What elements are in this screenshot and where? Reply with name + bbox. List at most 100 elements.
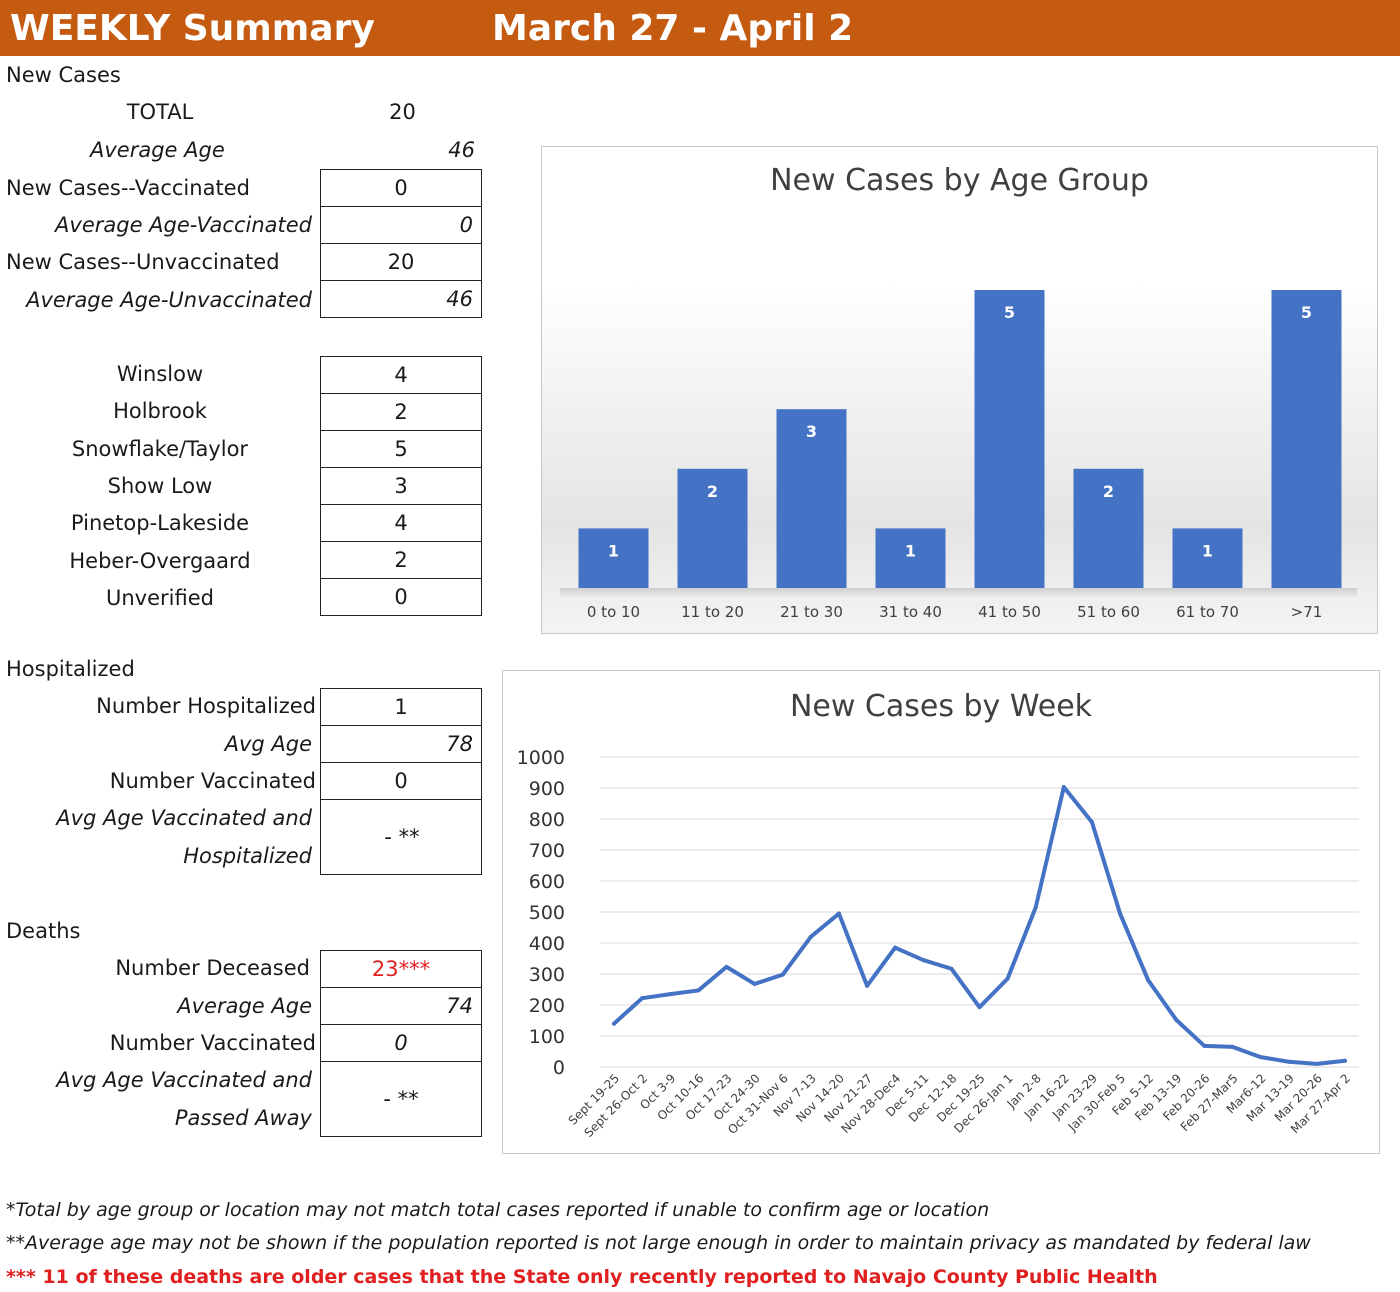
age-bar <box>875 528 946 588</box>
location-value-holbrook: 2 <box>321 394 481 431</box>
number-deceased-label: Number Deceased <box>115 956 310 980</box>
new-cases-unvaccinated-value: 20 <box>321 244 481 281</box>
new-cases-heading: New Cases <box>6 63 121 87</box>
weekly-cases-point <box>977 1005 982 1010</box>
hosp-avg-age-vaccinated-label: Avg Age Vaccinated and <box>56 806 312 830</box>
weekly-cases-point <box>1258 1055 1263 1060</box>
hosp-number-vaccinated-value: 0 <box>321 763 481 800</box>
total-value: 20 <box>389 100 416 124</box>
y-tick-label: 1000 <box>517 747 565 769</box>
avg-age-vaccinated-value: 0 <box>321 207 481 244</box>
new-cases-vaccination-table: 0 0 20 46 <box>320 169 482 318</box>
location-label-snowflake-taylor: Snowflake/Taylor <box>71 437 249 461</box>
deaths-avg-age-vaccinated-value: - ** <box>321 1062 481 1137</box>
location-label-show-low: Show Low <box>107 474 213 498</box>
y-tick-label: 800 <box>529 809 565 831</box>
avg-age-vaccinated-label: Average Age-Vaccinated <box>55 213 312 237</box>
hosp-number-vaccinated-label: Number Vaccinated <box>109 769 316 793</box>
weekly-cases-point <box>612 1021 617 1026</box>
deaths-number-vaccinated-label: Number Vaccinated <box>109 1031 316 1055</box>
age-group-chart-panel: New Cases by Age Group 1 0 to 10 2 11 to 20… <box>541 146 1378 634</box>
weekly-cases-series-line <box>612 785 1347 1066</box>
location-label-holbrook: Holbrook <box>113 399 207 423</box>
y-tick-label: 600 <box>529 871 565 893</box>
weekly-cases-point <box>640 996 645 1001</box>
hospitalized-table: 1 78 0 - ** <box>320 688 482 875</box>
total-label: TOTAL <box>126 100 194 124</box>
hosp-avg-age-label: Avg Age <box>224 732 312 756</box>
deaths-avg-age-label: Average Age <box>177 994 312 1018</box>
age-bar-data-label: 1 <box>905 541 916 560</box>
weekly-cases-point <box>865 983 870 988</box>
report-title: WEEKLY Summary <box>10 8 375 49</box>
age-bar-data-label: 2 <box>1103 482 1114 501</box>
weekly-cases-point <box>1230 1044 1235 1049</box>
age-bar <box>1271 290 1342 588</box>
hosp-avg-age-vaccinated-label-cont: Hospitalized <box>183 844 312 868</box>
report-date-range: March 27 - April 2 <box>492 8 854 49</box>
footnote-age-location: *Total by age group or location may not … <box>6 1199 990 1221</box>
deaths-avg-age-vaccinated-label: Avg Age Vaccinated and <box>56 1068 312 1092</box>
age-bar-data-label: 3 <box>806 422 817 441</box>
age-category-label: >71 <box>1291 603 1323 621</box>
deaths-table: 23*** 74 0 - ** <box>320 950 482 1137</box>
hosp-avg-age-vaccinated-value: - ** <box>321 800 481 875</box>
location-value-show-low: 3 <box>321 468 481 505</box>
location-value-unverified: 0 <box>321 579 481 616</box>
weekly-cases-point <box>752 981 757 986</box>
weekly-cases-point <box>696 988 701 993</box>
y-tick-label: 900 <box>529 778 565 800</box>
y-tick-label: 700 <box>529 840 565 862</box>
header-banner: WEEKLY Summary March 27 - April 2 <box>0 0 1400 56</box>
avg-age-unvaccinated-value: 46 <box>321 281 481 318</box>
weekly-cases-chart-title: New Cases by Week <box>789 689 1093 724</box>
age-bar-data-label: 5 <box>1301 303 1312 322</box>
y-tick-label: 200 <box>529 995 565 1017</box>
location-label-heber-overgaard: Heber-Overgaard <box>69 549 251 573</box>
weekly-cases-point <box>1118 911 1123 916</box>
age-category-label: 61 to 70 <box>1176 603 1239 621</box>
y-tick-label: 100 <box>529 1026 565 1048</box>
age-category-label: 31 to 40 <box>879 603 942 621</box>
age-bar <box>578 528 649 588</box>
location-value-snowflake-taylor: 5 <box>321 431 481 468</box>
location-value-heber-overgaard: 2 <box>321 542 481 579</box>
deaths-avg-age-vaccinated-label-cont: Passed Away <box>174 1106 312 1130</box>
number-deceased-value: 23*** <box>321 951 481 988</box>
age-group-chart-title: New Cases by Age Group <box>770 163 1149 198</box>
age-bar-data-label: 1 <box>608 541 619 560</box>
weekly-cases-point <box>1342 1058 1347 1063</box>
age-category-label: 41 to 50 <box>978 603 1041 621</box>
weekly-cases-point <box>780 972 785 977</box>
y-tick-label: 400 <box>529 933 565 955</box>
weekly-cases-point <box>1033 905 1038 910</box>
locations-table: 4 2 5 3 4 2 0 <box>320 356 482 616</box>
deaths-avg-age-value: 74 <box>321 988 481 1025</box>
weekly-cases-point <box>1005 976 1010 981</box>
y-tick-label: 0 <box>553 1057 565 1079</box>
weekly-cases-point <box>1202 1043 1207 1048</box>
hospitalized-heading: Hospitalized <box>6 657 135 681</box>
age-bar <box>776 409 847 588</box>
new-cases-vaccinated-label: New Cases--Vaccinated <box>6 176 250 200</box>
weekly-cases-point <box>1146 978 1151 983</box>
chart-floor <box>560 588 1357 600</box>
weekly-cases-point <box>668 992 673 997</box>
location-label-unverified: Unverified <box>106 586 214 610</box>
age-bar-data-label: 5 <box>1004 303 1015 322</box>
footnote-older-deaths: *** 11 of these deaths are older cases t… <box>6 1266 1158 1288</box>
average-age-value: 46 <box>448 138 475 162</box>
weekly-cases-point <box>836 911 841 916</box>
location-value-pinetop-lakeside: 4 <box>321 505 481 542</box>
location-label-pinetop-lakeside: Pinetop-Lakeside <box>70 511 250 535</box>
age-bar <box>677 468 748 588</box>
weekly-cases-point <box>1089 820 1094 825</box>
footnote-average-age-privacy: **Average age may not be shown if the po… <box>6 1232 1311 1254</box>
y-tick-label: 500 <box>529 902 565 924</box>
number-hospitalized-label: Number Hospitalized <box>96 694 316 718</box>
new-cases-unvaccinated-label: New Cases--Unvaccinated <box>6 250 280 274</box>
weekly-cases-point <box>949 966 954 971</box>
weekly-cases-point <box>1174 1017 1179 1022</box>
avg-age-unvaccinated-label: Average Age-Unvaccinated <box>26 288 312 312</box>
